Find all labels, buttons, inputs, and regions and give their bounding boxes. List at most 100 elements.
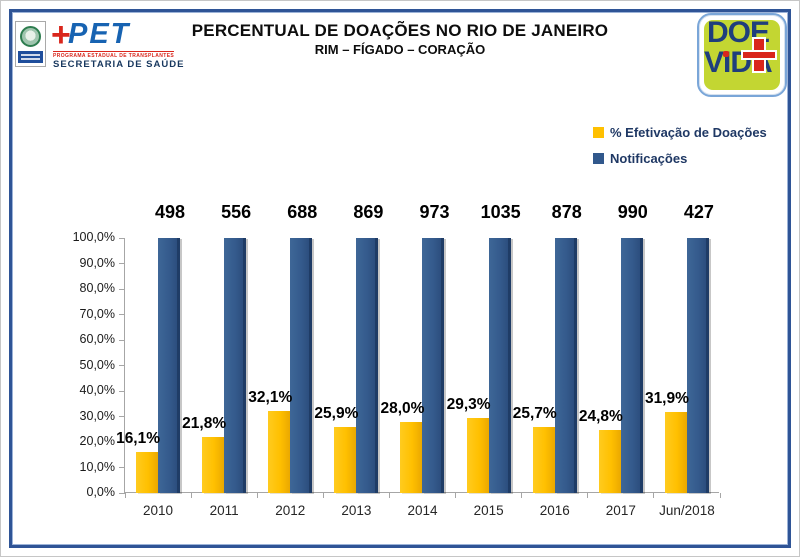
notificacoes-value-label: 427 bbox=[683, 202, 714, 222]
bar-group: 1035 29,3% bbox=[447, 202, 522, 493]
notificacoes-value-label: 1035 bbox=[480, 202, 521, 222]
bar-efetivacao bbox=[136, 451, 159, 493]
x-axis-category-label: 2010 bbox=[143, 503, 174, 518]
y-axis-label: 100,0% bbox=[72, 230, 115, 244]
bar-pair bbox=[136, 238, 181, 493]
y-axis-label: 20,0% bbox=[79, 434, 115, 448]
bar-efetivacao bbox=[202, 437, 225, 493]
x-axis-category-label: 2015 bbox=[473, 503, 504, 518]
bar-group: 869 25,9% bbox=[314, 202, 389, 493]
notificacoes-value-label: 973 bbox=[419, 202, 450, 222]
pet-tagline: PROGRAMA ESTADUAL DE TRANSPLANTES bbox=[53, 51, 175, 59]
y-axis-tick bbox=[119, 492, 125, 494]
red-cross-icon bbox=[741, 37, 777, 73]
efetivacao-percent-label: 25,9% bbox=[314, 404, 359, 422]
bar-notificacoes bbox=[356, 238, 379, 493]
bar-pair bbox=[532, 238, 577, 493]
y-axis-label: 30,0% bbox=[79, 408, 115, 423]
x-axis-category-label: 2012 bbox=[275, 503, 306, 518]
notificacoes-value-label: 688 bbox=[287, 202, 318, 222]
bar-pair bbox=[268, 238, 313, 493]
x-axis-category-label: 2014 bbox=[407, 503, 438, 518]
x-axis-tick bbox=[587, 493, 589, 498]
y-axis-label: 90,0% bbox=[79, 255, 115, 270]
notificacoes-value-label: 990 bbox=[617, 202, 648, 222]
y-axis-tick bbox=[119, 314, 125, 315]
x-axis-category-label: 2016 bbox=[539, 503, 570, 518]
bar-pair bbox=[400, 238, 445, 493]
pet-logo-text: PET bbox=[68, 18, 131, 50]
bar-notificacoes bbox=[158, 238, 181, 493]
y-axis-tick bbox=[119, 467, 125, 468]
bar-pair bbox=[664, 238, 709, 493]
x-axis-tick bbox=[455, 493, 457, 498]
x-axis-category-label: 2017 bbox=[605, 503, 636, 518]
efetivacao-percent-label: 32,1% bbox=[248, 389, 293, 407]
y-axis-tick bbox=[119, 416, 125, 417]
y-axis-label: 40,0% bbox=[79, 383, 115, 397]
x-axis-tick bbox=[653, 493, 655, 498]
y-axis-tick bbox=[119, 339, 125, 341]
bar-pair bbox=[334, 238, 379, 493]
x-axis-tick bbox=[388, 493, 390, 498]
chart-title: PERCENTUAL DE DOAÇÕES NO RIO DE JANEIRO bbox=[191, 21, 609, 40]
bar-efetivacao bbox=[400, 421, 423, 493]
y-axis-tick bbox=[119, 288, 125, 290]
y-axis-label: 80,0% bbox=[79, 281, 115, 295]
efetivacao-percent-label: 28,0% bbox=[380, 399, 425, 417]
y-axis-label: 70,0% bbox=[79, 306, 115, 321]
y-axis-label: 50,0% bbox=[79, 357, 115, 372]
chart-legend: % Efetivação de Doações Notificações bbox=[593, 125, 767, 177]
legend-swatch-yellow-icon bbox=[593, 127, 604, 138]
bar-notificacoes bbox=[488, 238, 511, 493]
bar-notificacoes bbox=[422, 238, 445, 493]
bar-efetivacao bbox=[664, 411, 687, 493]
legend-label: Notificações bbox=[610, 151, 688, 166]
x-axis-category-label: 2011 bbox=[209, 503, 239, 518]
x-axis-tick bbox=[190, 493, 192, 498]
legend-label: % Efetivação de Doações bbox=[610, 125, 767, 140]
bar-pair bbox=[466, 238, 511, 493]
x-axis-category-label: Jun/2018 bbox=[659, 503, 715, 518]
bar-notificacoes bbox=[224, 238, 247, 493]
notificacoes-value-label: 498 bbox=[155, 202, 186, 222]
bar-efetivacao bbox=[532, 427, 555, 493]
bar-notificacoes bbox=[620, 238, 643, 493]
bar-group: 990 24,8% bbox=[579, 202, 654, 493]
plot-area: 0,0% 10,0% 20,0% 30,0% 40,0% 50,0% 60,0% 70,0% 8… bbox=[73, 202, 721, 518]
chart-subtitle: RIM – FÍGADO – CORAÇÃO bbox=[314, 42, 486, 57]
x-axis-tick bbox=[521, 493, 523, 498]
y-axis-tick bbox=[119, 237, 125, 239]
efetivacao-percent-label: 29,3% bbox=[446, 396, 491, 414]
legend-item-notificacoes: Notificações bbox=[593, 151, 767, 166]
pet-plus-icon: + bbox=[51, 16, 71, 54]
bar-group: 878 25,7% bbox=[513, 202, 588, 493]
vida-i-dot bbox=[723, 51, 729, 57]
bar-group: 556 21,8% bbox=[182, 202, 257, 493]
x-axis-tick bbox=[322, 493, 324, 498]
bar-pair bbox=[202, 238, 247, 493]
bar-pair bbox=[598, 238, 643, 493]
x-axis-tick bbox=[124, 493, 126, 498]
bar-efetivacao bbox=[268, 411, 291, 493]
x-axis-tick bbox=[719, 493, 721, 498]
bar-notificacoes bbox=[290, 238, 313, 493]
efetivacao-percent-label: 21,8% bbox=[182, 415, 227, 433]
legend-swatch-blue-icon bbox=[593, 153, 604, 164]
efetivacao-percent-label: 16,1% bbox=[116, 429, 161, 447]
bar-notificacoes bbox=[686, 238, 709, 493]
y-axis-label: 60,0% bbox=[79, 332, 115, 346]
x-axis-tick bbox=[256, 493, 258, 498]
efetivacao-percent-label: 31,9% bbox=[644, 389, 689, 407]
notificacoes-value-label: 869 bbox=[353, 202, 384, 222]
notificacoes-value-label: 556 bbox=[221, 202, 252, 222]
bar-efetivacao bbox=[466, 418, 489, 493]
y-axis-label: 0,0% bbox=[86, 485, 116, 499]
legend-item-efetivacao: % Efetivação de Doações bbox=[593, 125, 767, 140]
bar-group: 973 28,0% bbox=[381, 202, 455, 493]
y-axis-label: 10,0% bbox=[79, 459, 115, 474]
bar-group: 498 16,1% bbox=[116, 202, 191, 493]
bar-efetivacao bbox=[598, 429, 621, 493]
efetivacao-percent-label: 25,7% bbox=[512, 405, 557, 423]
